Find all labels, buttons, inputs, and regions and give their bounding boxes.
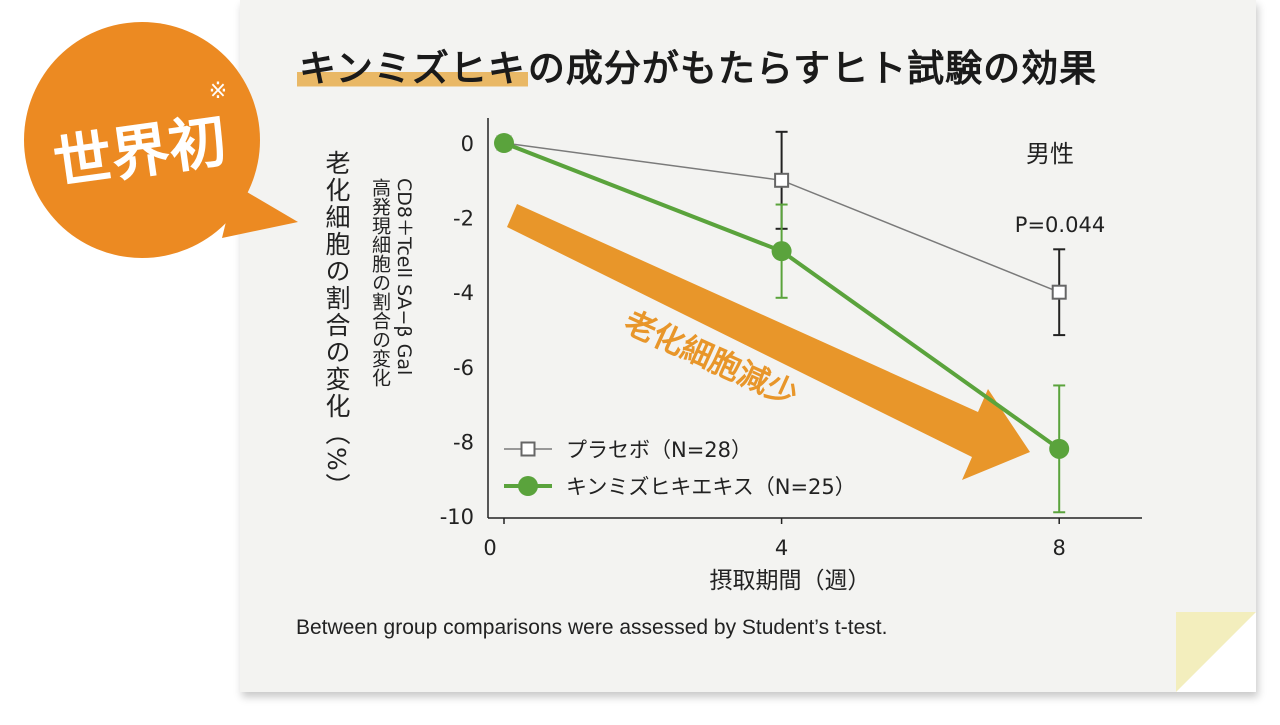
y-tick-label: -8 xyxy=(453,430,474,454)
data-point xyxy=(1051,284,1067,300)
data-point xyxy=(774,172,790,188)
y-tick-label: -2 xyxy=(453,207,474,231)
p-value-label: P=0.044 xyxy=(1015,213,1105,237)
y-tick-label: -10 xyxy=(440,505,474,529)
y-axis-label: 老化細胞の割合の変化（%） xyxy=(322,150,351,500)
badge-circle xyxy=(24,22,260,258)
panel-label: 男性 xyxy=(1026,140,1074,168)
x-tick-label: 0 xyxy=(483,536,496,560)
badge-mark: ※ xyxy=(209,79,227,104)
reduction-arrow xyxy=(507,204,1030,480)
legend-label-2: キンミズヒキエキス（N=25） xyxy=(566,475,856,499)
legend-marker-2 xyxy=(518,476,538,496)
y-axis-sublabel-line-1: CD8＋Tcell SA−β Gal xyxy=(393,178,415,376)
legend-marker-1 xyxy=(520,441,536,457)
world-first-badge: 世界初 ※ xyxy=(24,22,298,258)
x-tick-label: 4 xyxy=(775,536,788,560)
data-point xyxy=(771,241,792,262)
title-highlight: キンミズヒキ xyxy=(297,47,528,90)
folded-corner xyxy=(1176,612,1256,692)
y-axis-sublabel: CD8＋Tcell SA−β Gal 高発現細胞の割合の変化 xyxy=(368,178,416,387)
y-tick-label: -6 xyxy=(453,356,474,380)
chart-title: キンミズヒキの成分がもたらすヒト試験の効果 xyxy=(297,38,1097,98)
data-point xyxy=(1049,438,1070,459)
x-axis-title: 摂取期間（週） xyxy=(710,568,871,594)
y-tick-label: -4 xyxy=(453,281,474,305)
footnote: Between group comparisons were assessed … xyxy=(296,616,888,639)
title-rest: の成分がもたらすヒト試験の効果 xyxy=(527,47,1098,90)
legend-label-1: プラセボ（N=28） xyxy=(566,438,752,462)
badge-tail xyxy=(222,185,298,238)
y-axis-sublabel-line-2: 高発現細胞の割合の変化 xyxy=(369,178,391,387)
y-tick-label: 0 xyxy=(461,132,474,156)
x-tick-label: 8 xyxy=(1053,536,1066,560)
data-point xyxy=(494,133,514,153)
